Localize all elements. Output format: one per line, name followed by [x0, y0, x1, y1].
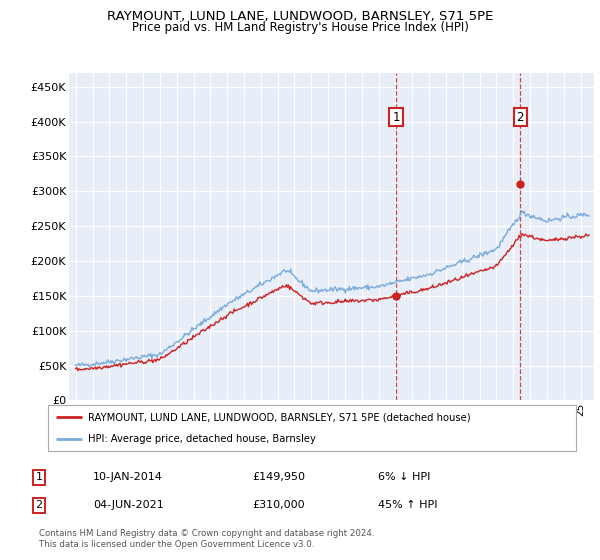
Text: Contains HM Land Registry data © Crown copyright and database right 2024.
This d: Contains HM Land Registry data © Crown c…	[39, 529, 374, 549]
Text: £149,950: £149,950	[252, 472, 305, 482]
Text: 45% ↑ HPI: 45% ↑ HPI	[378, 500, 437, 510]
Text: 1: 1	[35, 472, 43, 482]
Text: 1: 1	[392, 110, 400, 124]
Text: RAYMOUNT, LUND LANE, LUNDWOOD, BARNSLEY, S71 5PE (detached house): RAYMOUNT, LUND LANE, LUNDWOOD, BARNSLEY,…	[88, 412, 470, 422]
Text: HPI: Average price, detached house, Barnsley: HPI: Average price, detached house, Barn…	[88, 435, 316, 444]
Text: 10-JAN-2014: 10-JAN-2014	[93, 472, 163, 482]
Text: 04-JUN-2021: 04-JUN-2021	[93, 500, 164, 510]
Text: RAYMOUNT, LUND LANE, LUNDWOOD, BARNSLEY, S71 5PE: RAYMOUNT, LUND LANE, LUNDWOOD, BARNSLEY,…	[107, 10, 493, 22]
Text: 6% ↓ HPI: 6% ↓ HPI	[378, 472, 430, 482]
Text: Price paid vs. HM Land Registry's House Price Index (HPI): Price paid vs. HM Land Registry's House …	[131, 21, 469, 34]
Text: £310,000: £310,000	[252, 500, 305, 510]
Text: 2: 2	[517, 110, 524, 124]
Text: 2: 2	[35, 500, 43, 510]
